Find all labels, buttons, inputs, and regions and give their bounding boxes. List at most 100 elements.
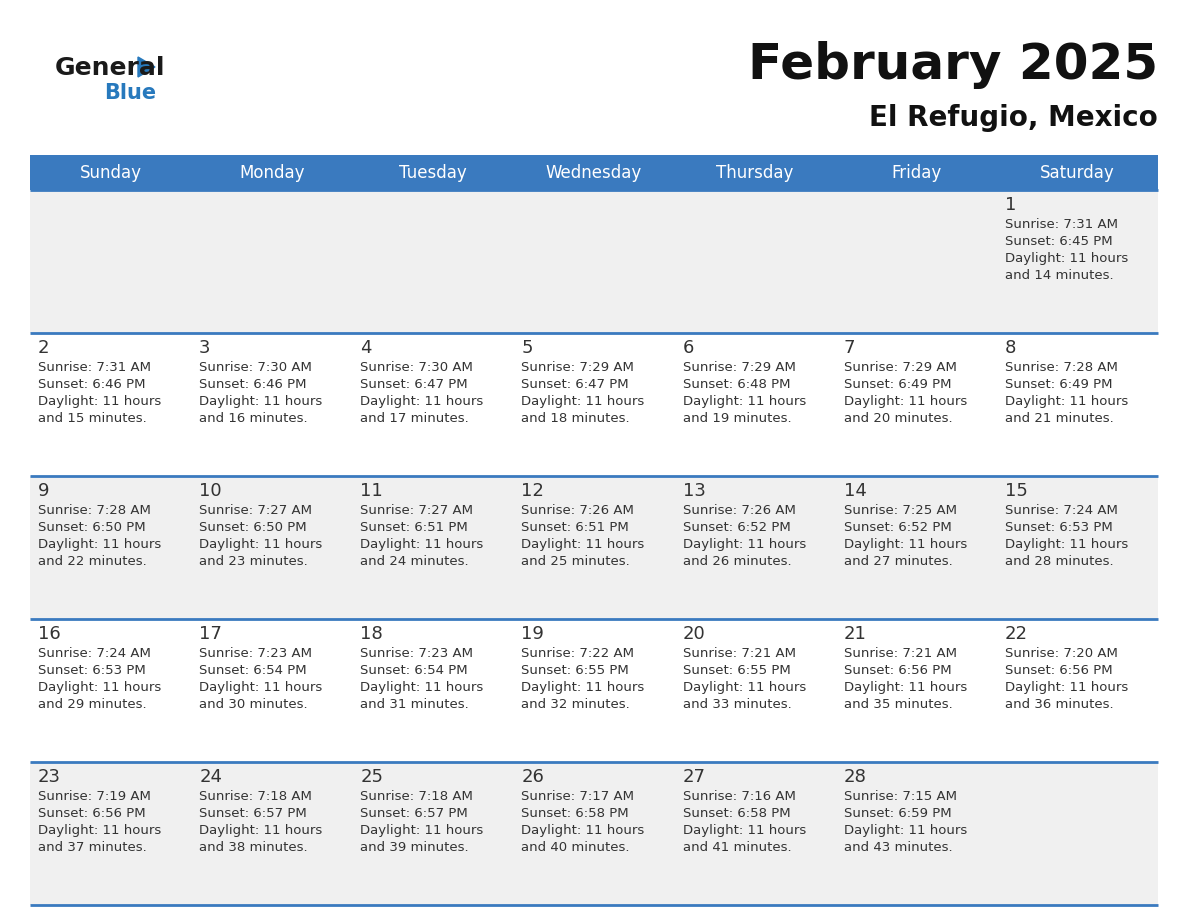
Text: Sunset: 6:56 PM: Sunset: 6:56 PM (38, 807, 146, 820)
Text: Daylight: 11 hours: Daylight: 11 hours (522, 395, 645, 408)
Text: and 41 minutes.: and 41 minutes. (683, 841, 791, 854)
Text: Monday: Monday (239, 163, 304, 182)
Text: 19: 19 (522, 625, 544, 643)
Text: Daylight: 11 hours: Daylight: 11 hours (1005, 252, 1129, 265)
Text: 5: 5 (522, 339, 533, 357)
Text: 20: 20 (683, 625, 706, 643)
Text: and 24 minutes.: and 24 minutes. (360, 555, 469, 568)
Text: Daylight: 11 hours: Daylight: 11 hours (683, 538, 805, 551)
FancyBboxPatch shape (513, 190, 675, 333)
Text: Daylight: 11 hours: Daylight: 11 hours (843, 395, 967, 408)
FancyBboxPatch shape (513, 476, 675, 619)
FancyBboxPatch shape (191, 333, 353, 476)
Text: Sunrise: 7:22 AM: Sunrise: 7:22 AM (522, 647, 634, 660)
Text: Sunrise: 7:21 AM: Sunrise: 7:21 AM (843, 647, 956, 660)
Text: Sunrise: 7:18 AM: Sunrise: 7:18 AM (360, 790, 473, 803)
Text: Sunrise: 7:23 AM: Sunrise: 7:23 AM (200, 647, 312, 660)
Text: Sunset: 6:51 PM: Sunset: 6:51 PM (522, 521, 630, 534)
FancyBboxPatch shape (30, 155, 191, 190)
Text: February 2025: February 2025 (748, 41, 1158, 89)
Text: and 15 minutes.: and 15 minutes. (38, 412, 147, 425)
Text: Sunset: 6:47 PM: Sunset: 6:47 PM (360, 378, 468, 391)
Text: Sunrise: 7:24 AM: Sunrise: 7:24 AM (1005, 504, 1118, 517)
Text: Daylight: 11 hours: Daylight: 11 hours (843, 538, 967, 551)
Text: Wednesday: Wednesday (545, 163, 643, 182)
Text: Daylight: 11 hours: Daylight: 11 hours (522, 681, 645, 694)
Text: Daylight: 11 hours: Daylight: 11 hours (360, 538, 484, 551)
Text: 22: 22 (1005, 625, 1028, 643)
Text: and 31 minutes.: and 31 minutes. (360, 698, 469, 711)
Text: 2: 2 (38, 339, 50, 357)
Text: Sunset: 6:54 PM: Sunset: 6:54 PM (360, 664, 468, 677)
Text: and 37 minutes.: and 37 minutes. (38, 841, 147, 854)
Text: Daylight: 11 hours: Daylight: 11 hours (843, 824, 967, 837)
Text: and 36 minutes.: and 36 minutes. (1005, 698, 1113, 711)
Text: and 16 minutes.: and 16 minutes. (200, 412, 308, 425)
Text: Sunrise: 7:16 AM: Sunrise: 7:16 AM (683, 790, 796, 803)
Text: and 20 minutes.: and 20 minutes. (843, 412, 953, 425)
FancyBboxPatch shape (675, 155, 835, 190)
FancyBboxPatch shape (835, 476, 997, 619)
Text: and 27 minutes.: and 27 minutes. (843, 555, 953, 568)
Text: Daylight: 11 hours: Daylight: 11 hours (360, 824, 484, 837)
Text: Daylight: 11 hours: Daylight: 11 hours (843, 681, 967, 694)
Text: and 35 minutes.: and 35 minutes. (843, 698, 953, 711)
Text: and 38 minutes.: and 38 minutes. (200, 841, 308, 854)
Text: 10: 10 (200, 482, 222, 500)
Text: 4: 4 (360, 339, 372, 357)
Text: 16: 16 (38, 625, 61, 643)
Text: Sunrise: 7:30 AM: Sunrise: 7:30 AM (360, 361, 473, 374)
FancyBboxPatch shape (191, 762, 353, 905)
Text: 13: 13 (683, 482, 706, 500)
Text: and 32 minutes.: and 32 minutes. (522, 698, 630, 711)
Text: Sunrise: 7:19 AM: Sunrise: 7:19 AM (38, 790, 151, 803)
FancyBboxPatch shape (30, 190, 191, 333)
Text: Sunrise: 7:29 AM: Sunrise: 7:29 AM (843, 361, 956, 374)
Text: Sunset: 6:46 PM: Sunset: 6:46 PM (200, 378, 307, 391)
FancyBboxPatch shape (835, 762, 997, 905)
Text: Sunrise: 7:21 AM: Sunrise: 7:21 AM (683, 647, 796, 660)
Text: Sunrise: 7:31 AM: Sunrise: 7:31 AM (1005, 218, 1118, 231)
Text: El Refugio, Mexico: El Refugio, Mexico (870, 104, 1158, 132)
Text: and 23 minutes.: and 23 minutes. (200, 555, 308, 568)
FancyBboxPatch shape (191, 476, 353, 619)
Text: 28: 28 (843, 768, 866, 786)
Text: Daylight: 11 hours: Daylight: 11 hours (200, 395, 322, 408)
Text: 17: 17 (200, 625, 222, 643)
FancyBboxPatch shape (353, 619, 513, 762)
Text: Thursday: Thursday (716, 163, 794, 182)
Text: Sunset: 6:56 PM: Sunset: 6:56 PM (843, 664, 952, 677)
Text: Sunrise: 7:26 AM: Sunrise: 7:26 AM (522, 504, 634, 517)
FancyBboxPatch shape (30, 619, 191, 762)
Text: Daylight: 11 hours: Daylight: 11 hours (200, 538, 322, 551)
Text: Daylight: 11 hours: Daylight: 11 hours (360, 681, 484, 694)
Text: 27: 27 (683, 768, 706, 786)
FancyBboxPatch shape (191, 619, 353, 762)
Text: Sunset: 6:51 PM: Sunset: 6:51 PM (360, 521, 468, 534)
Text: Daylight: 11 hours: Daylight: 11 hours (38, 538, 162, 551)
FancyBboxPatch shape (353, 155, 513, 190)
Text: Daylight: 11 hours: Daylight: 11 hours (200, 824, 322, 837)
Text: 3: 3 (200, 339, 210, 357)
Text: and 26 minutes.: and 26 minutes. (683, 555, 791, 568)
FancyBboxPatch shape (30, 476, 191, 619)
Text: and 25 minutes.: and 25 minutes. (522, 555, 630, 568)
Text: Sunrise: 7:28 AM: Sunrise: 7:28 AM (1005, 361, 1118, 374)
Text: Sunset: 6:49 PM: Sunset: 6:49 PM (1005, 378, 1112, 391)
Text: and 39 minutes.: and 39 minutes. (360, 841, 469, 854)
FancyBboxPatch shape (835, 333, 997, 476)
FancyBboxPatch shape (353, 333, 513, 476)
Text: 14: 14 (843, 482, 866, 500)
Text: Sunset: 6:58 PM: Sunset: 6:58 PM (522, 807, 630, 820)
Text: 7: 7 (843, 339, 855, 357)
Text: Sunset: 6:47 PM: Sunset: 6:47 PM (522, 378, 630, 391)
Text: Daylight: 11 hours: Daylight: 11 hours (522, 538, 645, 551)
FancyBboxPatch shape (997, 155, 1158, 190)
FancyBboxPatch shape (513, 619, 675, 762)
Text: Sunrise: 7:20 AM: Sunrise: 7:20 AM (1005, 647, 1118, 660)
FancyBboxPatch shape (191, 155, 353, 190)
FancyBboxPatch shape (835, 190, 997, 333)
Text: and 17 minutes.: and 17 minutes. (360, 412, 469, 425)
Text: 8: 8 (1005, 339, 1016, 357)
Text: Daylight: 11 hours: Daylight: 11 hours (1005, 538, 1129, 551)
